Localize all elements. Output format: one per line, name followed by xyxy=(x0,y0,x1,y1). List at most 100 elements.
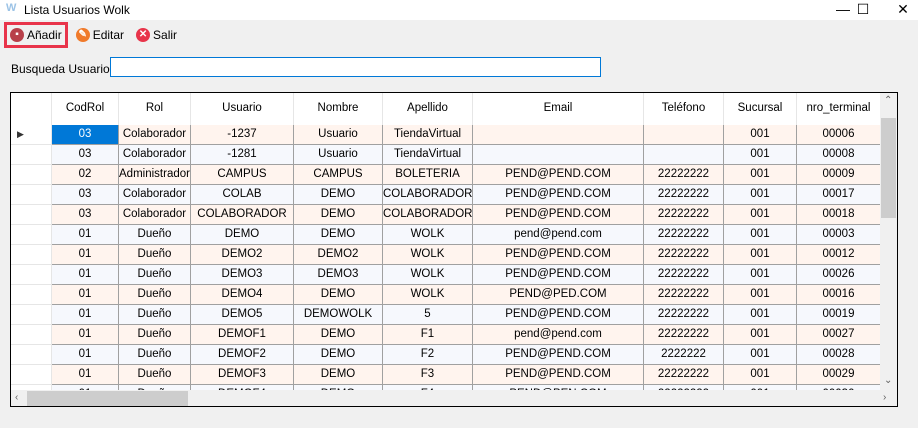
column-header[interactable]: Email xyxy=(473,93,644,125)
table-cell[interactable]: DEMO2 xyxy=(191,245,294,265)
scroll-right-icon[interactable]: › xyxy=(883,392,887,403)
table-cell[interactable]: DEMO4 xyxy=(191,285,294,305)
table-cell[interactable]: 03 xyxy=(52,205,119,225)
table-cell[interactable]: Dueño xyxy=(119,245,191,265)
table-cell[interactable]: 001 xyxy=(724,345,797,365)
table-cell[interactable] xyxy=(473,145,644,165)
table-cell[interactable]: DEMO xyxy=(294,285,383,305)
exit-button[interactable]: ✕ Salir xyxy=(132,22,181,48)
table-cell[interactable]: 01 xyxy=(52,385,119,390)
table-cell[interactable]: WOLK xyxy=(383,285,473,305)
table-cell[interactable]: 001 xyxy=(724,125,797,145)
column-header[interactable]: Apellido xyxy=(383,93,473,125)
table-cell[interactable]: Dueño xyxy=(119,305,191,325)
table-row[interactable]: 01 Dueño DEMO DEMO WOLK pend@pend.com 22222222… xyxy=(11,225,881,245)
table-cell[interactable]: Dueño xyxy=(119,325,191,345)
table-cell[interactable]: 00003 xyxy=(797,225,881,245)
table-cell[interactable]: PEND@PEND.COM xyxy=(473,165,644,185)
table-row[interactable]: 03 Colaborador -1281 Usuario TiendaVirtual 00… xyxy=(11,145,881,165)
table-cell[interactable]: 001 xyxy=(724,285,797,305)
row-header[interactable] xyxy=(11,185,52,205)
table-cell[interactable]: 22222222 xyxy=(644,225,724,245)
table-cell[interactable]: 001 xyxy=(724,145,797,165)
row-header[interactable] xyxy=(11,165,52,185)
table-cell[interactable]: 02 xyxy=(52,165,119,185)
table-cell[interactable]: PEND@PEND.COM xyxy=(473,345,644,365)
table-cell[interactable]: F4 xyxy=(383,385,473,390)
table-cell[interactable]: 001 xyxy=(724,385,797,390)
table-row[interactable]: 01 Dueño DEMO2 DEMO2 WOLK PEND@PEND.COM 222222… xyxy=(11,245,881,265)
scroll-down-icon[interactable]: ⌄ xyxy=(884,375,893,386)
table-cell[interactable]: 01 xyxy=(52,345,119,365)
table-cell[interactable]: PEND@PEND.COM xyxy=(473,365,644,385)
column-header[interactable]: Teléfono xyxy=(644,93,724,125)
table-cell[interactable]: Colaborador xyxy=(119,125,191,145)
table-cell[interactable]: Dueño xyxy=(119,385,191,390)
scroll-up-icon[interactable]: ⌃ xyxy=(884,95,893,106)
table-cell[interactable]: 01 xyxy=(52,325,119,345)
search-input[interactable] xyxy=(110,57,601,77)
table-cell[interactable]: 22222222 xyxy=(644,305,724,325)
table-cell[interactable]: DEMO xyxy=(294,385,383,390)
table-cell[interactable]: WOLK xyxy=(383,265,473,285)
horizontal-scrollbar[interactable]: ‹ › xyxy=(11,390,897,406)
table-row[interactable]: 03 Colaborador COLAB DEMO COLABORADOR PEND@PE… xyxy=(11,185,881,205)
table-cell[interactable]: -1237 xyxy=(191,125,294,145)
table-cell[interactable]: 00019 xyxy=(797,305,881,325)
table-cell[interactable]: 22222222 xyxy=(644,185,724,205)
table-cell[interactable]: Colaborador xyxy=(119,185,191,205)
table-cell[interactable]: COLAB xyxy=(191,185,294,205)
table-cell[interactable]: PEND@PEND.COM xyxy=(473,245,644,265)
table-cell[interactable]: 001 xyxy=(724,265,797,285)
table-cell[interactable]: 001 xyxy=(724,305,797,325)
table-cell[interactable]: F2 xyxy=(383,345,473,365)
minimize-button[interactable]: — xyxy=(836,1,850,17)
table-cell[interactable]: PEND@PEND.COM xyxy=(473,205,644,225)
table-row[interactable]: 01 Dueño DEMOF1 DEMO F1 pend@pend.com 22222222… xyxy=(11,325,881,345)
table-cell[interactable]: 001 xyxy=(724,365,797,385)
table-cell[interactable]: Usuario xyxy=(294,125,383,145)
vertical-scroll-thumb[interactable] xyxy=(881,118,896,218)
table-cell[interactable]: -1281 xyxy=(191,145,294,165)
table-cell[interactable]: WOLK xyxy=(383,245,473,265)
table-row[interactable]: 01 Dueño DEMO3 DEMO3 WOLK PEND@PEND.COM 222222… xyxy=(11,265,881,285)
table-cell[interactable]: 001 xyxy=(724,165,797,185)
table-cell[interactable]: DEMOWOLK xyxy=(294,305,383,325)
table-row[interactable]: 02 Administrador CAMPUS CAMPUS BOLETERIA PEND… xyxy=(11,165,881,185)
table-cell[interactable]: DEMOF1 xyxy=(191,325,294,345)
row-header[interactable] xyxy=(11,145,52,165)
row-header[interactable] xyxy=(11,245,52,265)
table-cell[interactable]: 22222222 xyxy=(644,165,724,185)
table-cell[interactable]: DEMO5 xyxy=(191,305,294,325)
add-button[interactable]: ▪ Añadir xyxy=(4,22,68,48)
row-header[interactable] xyxy=(11,365,52,385)
row-header[interactable] xyxy=(11,285,52,305)
column-header[interactable]: Sucursal xyxy=(724,93,797,125)
table-row[interactable]: 03 Colaborador COLABORADOR DEMO COLABORADOR P… xyxy=(11,205,881,225)
table-cell[interactable]: 01 xyxy=(52,265,119,285)
table-cell[interactable]: 00012 xyxy=(797,245,881,265)
table-cell[interactable]: DEMO xyxy=(294,205,383,225)
table-cell[interactable]: DEMOF2 xyxy=(191,345,294,365)
table-cell[interactable]: PEND@PED.COM xyxy=(473,285,644,305)
table-cell[interactable]: DEMO xyxy=(294,225,383,245)
table-cell[interactable]: 22222222 xyxy=(644,285,724,305)
close-button[interactable]: ✕ xyxy=(897,1,909,17)
table-cell[interactable]: CAMPUS xyxy=(294,165,383,185)
table-cell[interactable]: 00016 xyxy=(797,285,881,305)
table-cell[interactable]: 00026 xyxy=(797,265,881,285)
table-cell[interactable]: 01 xyxy=(52,285,119,305)
maximize-button[interactable]: ☐ xyxy=(856,1,870,17)
table-cell[interactable]: DEMO xyxy=(294,325,383,345)
table-cell[interactable]: DEMOF3 xyxy=(191,365,294,385)
row-header[interactable] xyxy=(11,385,52,390)
table-cell[interactable]: COLABORADOR xyxy=(383,205,473,225)
table-cell[interactable]: 22222222 xyxy=(644,265,724,285)
table-cell[interactable]: Usuario xyxy=(294,145,383,165)
table-cell[interactable]: 001 xyxy=(724,245,797,265)
table-cell[interactable]: 01 xyxy=(52,365,119,385)
column-header[interactable]: Usuario xyxy=(191,93,294,125)
table-cell[interactable]: 00029 xyxy=(797,365,881,385)
row-header[interactable] xyxy=(11,305,52,325)
column-header[interactable]: CodRol xyxy=(52,93,119,125)
